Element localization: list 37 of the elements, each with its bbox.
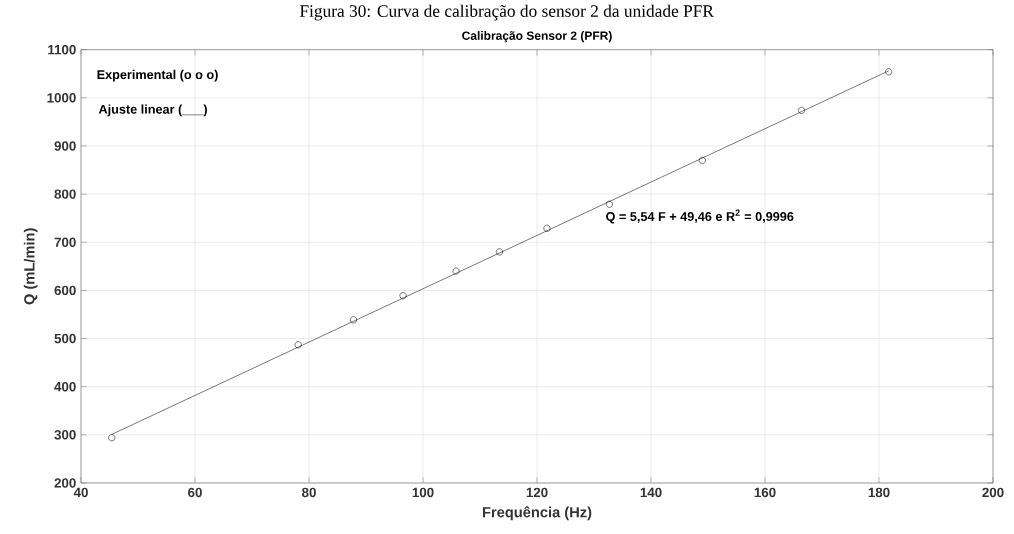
point bbox=[798, 106, 805, 114]
y-tick-label: 900 bbox=[54, 141, 76, 151]
point bbox=[108, 434, 116, 442]
x-tick-label: 120 bbox=[526, 487, 548, 498]
point bbox=[294, 341, 302, 349]
text: Figura 30: Curva de calibração do sensor 2 da unidade PFR bbox=[299, 4, 714, 21]
y-tick-label: 400 bbox=[54, 381, 76, 392]
y-tick-label: 700 bbox=[54, 237, 76, 247]
x-tick-label: 200 bbox=[982, 487, 1004, 498]
x-tick-label: 40 bbox=[73, 487, 88, 498]
x-axis-title: Frequência (Hz) bbox=[482, 506, 592, 521]
y-tick-label: 200 bbox=[54, 478, 76, 488]
y-tick-label: 300 bbox=[54, 430, 76, 440]
x-tick-label: 100 bbox=[412, 487, 434, 498]
y-tick-label: 1100 bbox=[48, 44, 76, 55]
annotation: Q = 5,54 F + 49,46 e R$^{2}$ = 0,9996 bbox=[606, 209, 794, 224]
x-tick-label: 80 bbox=[302, 487, 316, 498]
point bbox=[399, 292, 407, 300]
x-tick-label: 140 bbox=[640, 487, 662, 498]
x-tick-label: 60 bbox=[188, 487, 202, 498]
point bbox=[698, 156, 706, 164]
y-axis-title: Q (mL/min) bbox=[23, 228, 38, 305]
y-tick-label: 600 bbox=[54, 285, 76, 296]
point bbox=[543, 224, 551, 232]
y-tick-label: 1000 bbox=[47, 93, 76, 103]
point bbox=[495, 248, 503, 256]
point bbox=[350, 316, 357, 324]
chart-title: Calibração Sensor 2 (PFR) bbox=[462, 31, 612, 43]
point bbox=[452, 267, 460, 275]
x-tick-label: 180 bbox=[868, 487, 890, 498]
y-tick-label: 800 bbox=[54, 189, 76, 199]
x-tick-label: 160 bbox=[754, 487, 776, 498]
annotation: Experimental (o o o) bbox=[97, 69, 218, 82]
y-tick-label: 500 bbox=[54, 333, 76, 344]
point bbox=[605, 200, 613, 208]
point bbox=[885, 68, 893, 76]
annotation: Ajuste linear (___) bbox=[98, 104, 207, 117]
